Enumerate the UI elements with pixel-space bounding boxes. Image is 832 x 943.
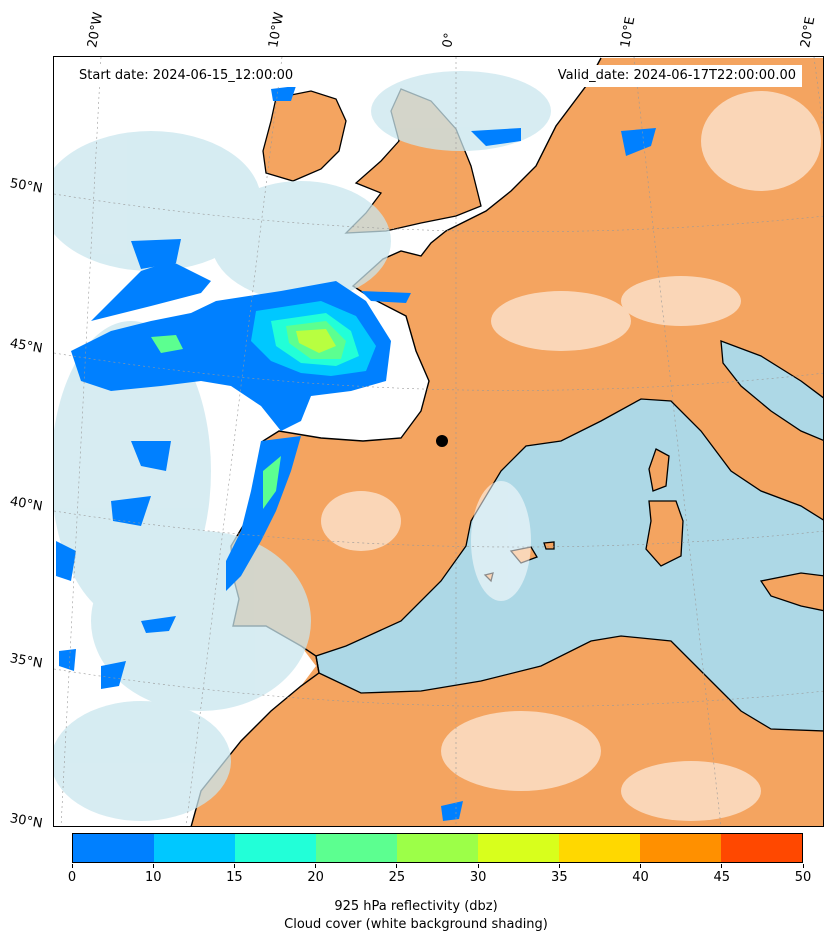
colorbar-segment [478,834,559,862]
colorbar-tick [558,864,560,868]
colorbar-tick-label: 50 [794,870,812,885]
start-date-label: Start date: 2024-06-15_12:00:00 [73,65,300,87]
colorbar-tick [152,864,154,868]
valid-date-label: Valid_date: 2024-06-17T22:00:00.00 [551,65,802,87]
lat-label-50n: 50°N [8,176,44,197]
colorbar-sublabel: Cloud cover (white background shading) [284,917,548,932]
colorbar-segment [721,834,802,862]
lon-label-0: 0° [440,31,458,49]
graticule [54,57,823,826]
location-marker [436,435,448,447]
colorbar-segment [559,834,640,862]
colorbar-tick-label: 45 [713,870,731,885]
mediterranean-sea [315,398,823,732]
colorbar-tick-label: 25 [388,870,406,885]
colorbar-segment [397,834,478,862]
colorbar-tick [721,864,723,868]
coastline [190,57,602,826]
colorbar-tick [71,864,73,868]
colorbar-segment [154,834,235,862]
sardinia-land [645,500,684,567]
reflectivity-colorbar [72,833,803,863]
colorbar-tick-label: 30 [469,870,487,885]
colorbar-label: 925 hPa reflectivity (dbz) [334,899,498,914]
lat-label-45n: 45°N [8,336,44,357]
colorbar-tick [315,864,317,868]
colorbar-tick [640,864,642,868]
lon-label-20w: 20°W [85,11,107,50]
lat-label-30n: 30°N [8,811,44,832]
colorbar-tick [396,864,398,868]
lon-label-10w: 10°W [266,11,288,50]
corsica-land [648,448,670,492]
colorbar-tick [233,864,235,868]
colorbar-tick-label: 10 [144,870,162,885]
colorbar-tick [802,864,804,868]
colorbar-tick-label: 15 [226,870,243,885]
colorbar-tick-label: 35 [551,870,568,885]
colorbar-tick-label: 40 [632,870,649,885]
colorbar-segment [640,834,721,862]
colorbar-tick [477,864,479,868]
cloud-cover-shading [54,71,551,821]
colorbar-segment [235,834,316,862]
colorbar-tick-label: 20 [307,870,324,885]
cloud-cover-land [321,91,821,821]
lon-label-20e: 20°E [798,15,819,49]
map-panel[interactable]: Start date: 2024-06-15_12:00:00 Valid_da… [53,56,824,827]
colorbar-segment [316,834,397,862]
map-canvas [54,57,823,826]
colorbar-segment [73,834,154,862]
adriatic-sea [720,340,823,441]
reflectivity-echoes [56,86,656,821]
lon-label-10e: 10°E [618,15,639,49]
ireland-land [262,90,347,182]
lat-label-40n: 40°N [8,494,44,515]
lat-label-35n: 35°N [8,651,44,672]
sicily-land [759,572,823,612]
colorbar-tick-label: 0 [67,870,77,885]
